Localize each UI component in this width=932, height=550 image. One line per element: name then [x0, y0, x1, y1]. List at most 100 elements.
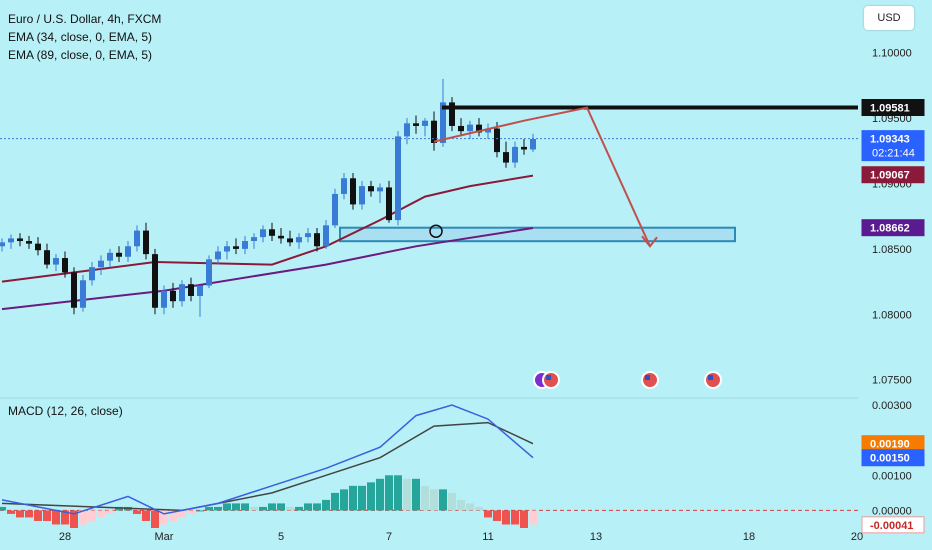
candle[interactable]	[8, 234, 14, 249]
candle[interactable]	[170, 282, 176, 308]
histogram-bar[interactable]	[205, 506, 213, 511]
ema89-line[interactable]	[1, 227, 534, 311]
candle[interactable]	[242, 235, 248, 255]
candle[interactable]	[503, 141, 509, 168]
histogram-bar[interactable]	[232, 503, 240, 511]
price-badge-ema89[interactable]: 1.08662	[861, 219, 925, 237]
candle[interactable]	[53, 254, 59, 272]
histogram-bar[interactable]	[25, 510, 33, 518]
candle[interactable]	[134, 225, 140, 252]
histogram-bar[interactable]	[511, 510, 519, 525]
legend-ema34[interactable]: EMA (34, close, 0, EMA, 5)	[8, 30, 153, 44]
legend-ema89[interactable]: EMA (89, close, 0, EMA, 5)	[8, 48, 153, 62]
candle[interactable]	[431, 111, 437, 151]
macd-line[interactable]	[1, 404, 534, 515]
histogram-bar[interactable]	[268, 503, 276, 511]
event-flag-icon[interactable]	[704, 371, 722, 389]
candle[interactable]	[341, 173, 347, 200]
candle[interactable]	[215, 246, 221, 265]
candle[interactable]	[422, 118, 428, 137]
histogram-bar[interactable]	[421, 485, 429, 511]
candle[interactable]	[197, 285, 203, 317]
histogram-bar[interactable]	[214, 506, 222, 511]
histogram-bar[interactable]	[502, 510, 510, 525]
candle[interactable]	[377, 183, 383, 204]
candle[interactable]	[278, 227, 284, 244]
candle[interactable]	[62, 251, 68, 278]
histogram-bar[interactable]	[97, 510, 105, 518]
candle[interactable]	[368, 180, 374, 197]
candle[interactable]	[260, 225, 266, 243]
price-badge-last[interactable]: 1.09343 02:21:44	[861, 130, 925, 162]
candle[interactable]	[440, 78, 446, 147]
histogram-bar[interactable]	[34, 510, 42, 521]
histogram-bar[interactable]	[286, 506, 294, 511]
candle[interactable]	[287, 230, 293, 247]
candle[interactable]	[107, 248, 113, 268]
candle[interactable]	[512, 141, 518, 168]
histogram-bar[interactable]	[313, 503, 321, 511]
event-flag-icon[interactable]	[641, 371, 659, 389]
histogram-bar[interactable]	[466, 503, 474, 511]
candle[interactable]	[26, 235, 32, 249]
candle[interactable]	[44, 243, 50, 269]
histogram-bar[interactable]	[331, 492, 339, 511]
candle[interactable]	[269, 222, 275, 242]
histogram-bar[interactable]	[385, 475, 393, 511]
histogram-bar[interactable]	[322, 499, 330, 511]
histogram-bar[interactable]	[16, 510, 24, 518]
histogram-bar[interactable]	[151, 510, 159, 528]
signal-line[interactable]	[1, 421, 534, 512]
candle[interactable]	[521, 139, 527, 155]
histogram-bar[interactable]	[160, 510, 168, 525]
histogram-bar[interactable]	[133, 510, 141, 514]
histogram-bar[interactable]	[484, 510, 492, 518]
candle[interactable]	[332, 188, 338, 228]
candle[interactable]	[89, 261, 95, 286]
candle[interactable]	[206, 255, 212, 289]
histogram-bar[interactable]	[277, 503, 285, 511]
histogram-bar[interactable]	[223, 503, 231, 511]
candle[interactable]	[449, 97, 455, 132]
histogram-bar[interactable]	[304, 503, 312, 511]
projection-path[interactable]	[433, 106, 651, 247]
candle[interactable]	[125, 241, 131, 262]
ema34-line[interactable]	[1, 174, 534, 283]
histogram-bar[interactable]	[394, 475, 402, 511]
candle[interactable]	[0, 238, 5, 252]
candle[interactable]	[467, 120, 473, 140]
candle[interactable]	[458, 118, 464, 137]
candle[interactable]	[395, 131, 401, 226]
candle[interactable]	[323, 220, 329, 249]
histogram-bar[interactable]	[187, 510, 195, 514]
histogram-bar[interactable]	[475, 506, 483, 511]
candle[interactable]	[224, 241, 230, 260]
histogram-bar[interactable]	[61, 510, 69, 525]
macd-badge-macd[interactable]: 0.00150	[861, 449, 925, 467]
histogram-bar[interactable]	[43, 510, 51, 521]
histogram-bar[interactable]	[70, 510, 78, 528]
macd-legend[interactable]: MACD (12, 26, close)	[8, 404, 123, 418]
histogram-bar[interactable]	[106, 510, 114, 514]
histogram-bar[interactable]	[0, 506, 6, 511]
histogram-bar[interactable]	[520, 510, 528, 528]
histogram-bar[interactable]	[367, 482, 375, 511]
histogram-bar[interactable]	[88, 510, 96, 521]
histogram-bar[interactable]	[7, 510, 15, 514]
event-flag-icon[interactable]	[542, 371, 560, 389]
histogram-bar[interactable]	[79, 510, 87, 525]
histogram-bar[interactable]	[349, 485, 357, 511]
candle[interactable]	[116, 246, 122, 262]
candle[interactable]	[188, 277, 194, 302]
histogram-bar[interactable]	[529, 510, 537, 525]
support-zone-rect[interactable]	[339, 226, 736, 243]
candle[interactable]	[179, 280, 185, 307]
histogram-bar[interactable]	[340, 489, 348, 511]
histogram-bar[interactable]	[457, 499, 465, 511]
currency-button[interactable]: USD	[864, 6, 914, 30]
candle[interactable]	[386, 180, 392, 223]
candle[interactable]	[485, 123, 491, 140]
histogram-bar[interactable]	[493, 510, 501, 521]
